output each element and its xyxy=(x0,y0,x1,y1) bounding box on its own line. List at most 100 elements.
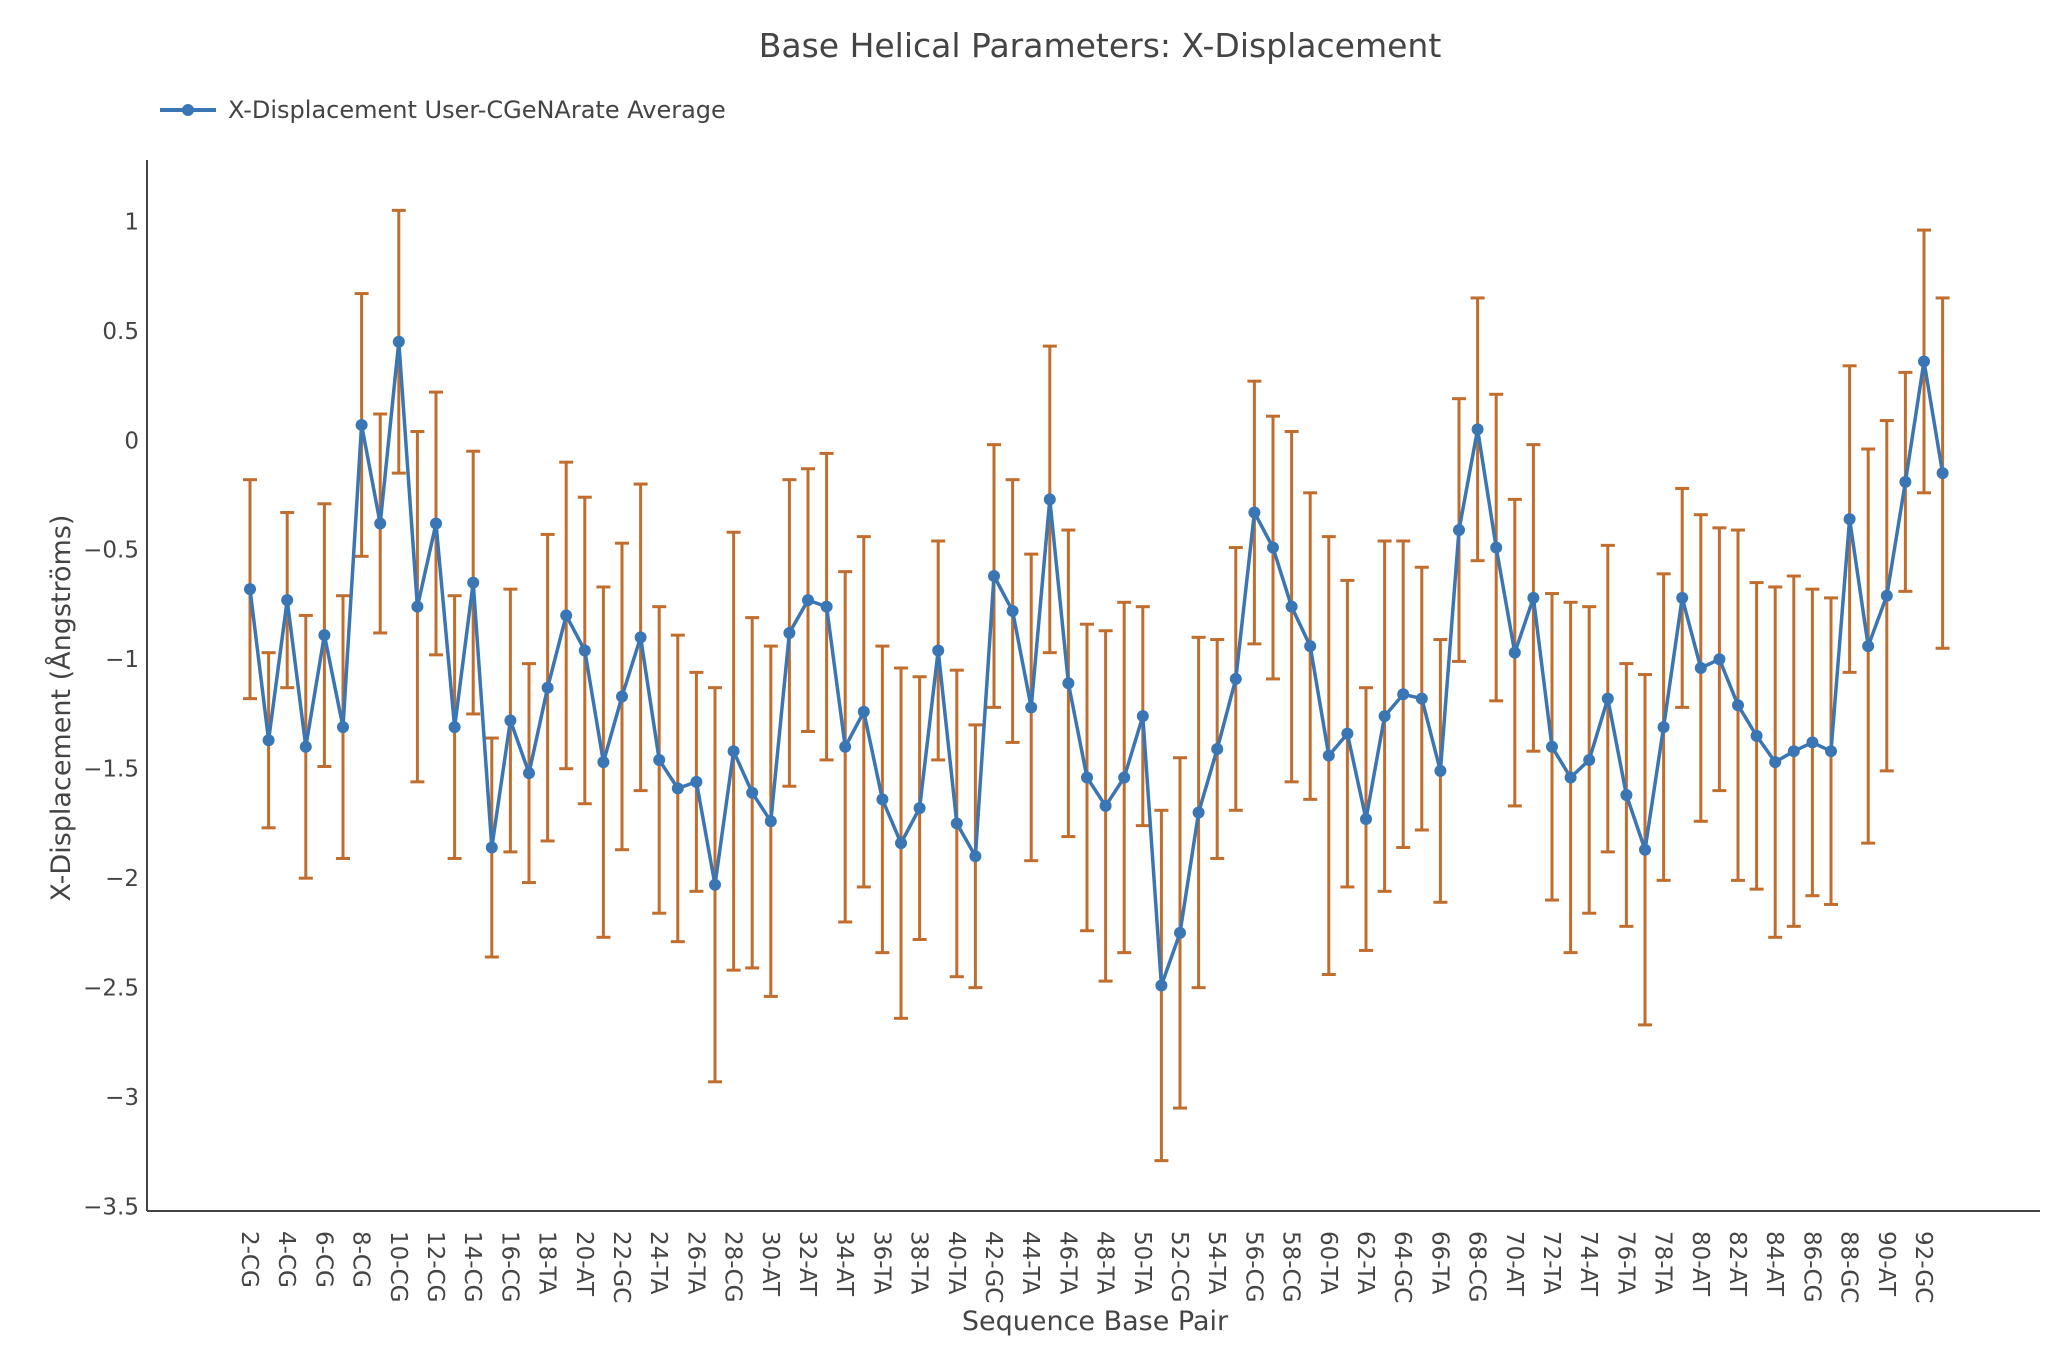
data-point xyxy=(1341,727,1354,740)
data-point xyxy=(1806,736,1819,749)
data-point xyxy=(1564,771,1577,784)
data-point xyxy=(1862,640,1875,653)
data-point xyxy=(653,753,666,766)
data-point xyxy=(1918,355,1930,368)
data-point xyxy=(616,690,628,703)
x-tick-label: 48-TA xyxy=(1092,1231,1118,1295)
x-tick-label: 64-GC xyxy=(1389,1231,1415,1303)
data-point xyxy=(337,721,349,734)
data-point xyxy=(1676,591,1689,604)
data-point xyxy=(839,740,852,753)
x-tick-label: 84-AT xyxy=(1761,1231,1787,1297)
x-tick-label: 92-GC xyxy=(1910,1231,1936,1303)
legend-marker-swatch xyxy=(182,104,194,116)
data-point xyxy=(783,626,796,639)
data-point xyxy=(504,714,517,727)
data-point xyxy=(802,594,814,607)
x-tick-label: 50-TA xyxy=(1129,1231,1155,1295)
x-tick-label: 18-TA xyxy=(534,1231,560,1295)
x-tick-label: 78-TA xyxy=(1650,1231,1676,1295)
data-point xyxy=(1546,740,1558,753)
x-tick-label: 80-AT xyxy=(1687,1231,1713,1297)
x-tick-label: 72-TA xyxy=(1538,1231,1564,1295)
data-point xyxy=(1192,806,1205,819)
data-point xyxy=(1378,710,1391,723)
data-point xyxy=(1006,605,1019,618)
x-tick-label: 38-TA xyxy=(906,1231,932,1295)
legend-label: X-Displacement User-CGeNArate Average xyxy=(228,96,726,124)
y-tick-label: −2 xyxy=(105,866,139,892)
x-tick-label: 42-GC xyxy=(980,1231,1006,1303)
data-point xyxy=(1062,677,1075,690)
data-point xyxy=(764,815,777,828)
data-point xyxy=(578,644,591,657)
y-tick-label: 1 xyxy=(124,209,139,235)
data-point xyxy=(1825,745,1837,758)
x-tick-label: 62-TA xyxy=(1352,1231,1378,1295)
data-point xyxy=(932,644,945,657)
x-tick-label: 30-AT xyxy=(757,1231,783,1297)
series-line xyxy=(248,339,1945,988)
legend[interactable]: X-Displacement User-CGeNArate Average xyxy=(160,96,726,124)
data-point xyxy=(876,793,889,806)
data-point xyxy=(1174,926,1186,939)
data-point xyxy=(597,756,610,769)
data-point xyxy=(820,600,833,613)
data-point xyxy=(355,418,368,431)
data-point xyxy=(1732,699,1744,712)
y-tick-label: −1.5 xyxy=(83,757,139,783)
x-tick-label: 28-CG xyxy=(720,1231,746,1302)
data-point xyxy=(1601,692,1614,705)
data-point xyxy=(1843,513,1856,526)
data-point xyxy=(262,734,275,747)
x-tick-label: 10-CG xyxy=(385,1231,411,1302)
x-tick-label: 26-TA xyxy=(682,1231,708,1295)
data-point xyxy=(299,740,312,753)
data-point xyxy=(523,767,535,780)
data-point xyxy=(1099,799,1112,812)
data-point xyxy=(1025,701,1038,714)
data-point xyxy=(1081,771,1093,784)
x-tick-label: 8-CG xyxy=(348,1231,374,1288)
x-tick-label: 2-CG xyxy=(236,1231,262,1288)
error-bars xyxy=(243,208,1950,1163)
data-point xyxy=(1434,764,1447,777)
data-point xyxy=(727,745,740,758)
y-axis-title: X-Displacement (Ångströms) xyxy=(45,515,77,902)
x-tick-label: 46-TA xyxy=(1054,1231,1080,1295)
x-tick-label: 58-CG xyxy=(1278,1231,1304,1302)
x-tick-label: 54-TA xyxy=(1203,1231,1229,1295)
x-tick-label: 52-CG xyxy=(1166,1231,1192,1302)
data-point xyxy=(671,782,684,795)
x-tick-label: 32-AT xyxy=(794,1231,820,1297)
data-point xyxy=(895,837,907,850)
data-point xyxy=(485,841,498,854)
data-point xyxy=(430,517,442,530)
data-point xyxy=(374,517,387,530)
data-point xyxy=(1899,475,1912,488)
x-tick-label: 82-AT xyxy=(1724,1231,1750,1297)
data-point xyxy=(1694,661,1707,674)
data-point xyxy=(1527,591,1540,604)
y-tick-label: −2.5 xyxy=(83,976,139,1002)
data-point xyxy=(1583,753,1596,766)
x-tick-label: 22-GC xyxy=(608,1231,634,1303)
data-point xyxy=(988,570,1000,583)
x-tick-label: 24-TA xyxy=(645,1231,671,1295)
data-point xyxy=(1713,653,1726,666)
data-point xyxy=(448,721,461,734)
data-point xyxy=(634,631,647,644)
data-point xyxy=(1248,506,1261,519)
x-tick-label: 12-CG xyxy=(422,1231,448,1302)
x-tick-label: 14-CG xyxy=(459,1231,485,1302)
x-tick-label: 4-CG xyxy=(273,1231,299,1288)
y-tick-labels: 1 0.5 0 −0.5 −1 −1.5 −2 −2.5 −3 −3.5 xyxy=(83,209,139,1220)
x-tick-label: 34-AT xyxy=(831,1231,857,1297)
y-tick-label: −3 xyxy=(105,1085,139,1111)
data-point xyxy=(560,609,573,622)
y-tick-label: −1 xyxy=(105,647,139,673)
data-point xyxy=(1136,710,1149,723)
series-layer xyxy=(244,335,1949,992)
